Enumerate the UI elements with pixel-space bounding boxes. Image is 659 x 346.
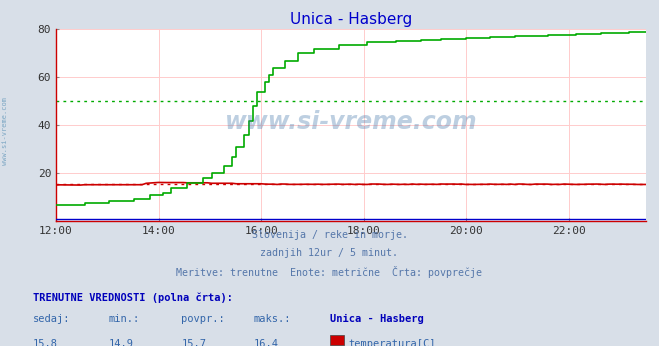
Text: Slovenija / reke in morje.: Slovenija / reke in morje. — [252, 230, 407, 240]
Text: 14,9: 14,9 — [109, 339, 134, 346]
Text: povpr.:: povpr.: — [181, 314, 225, 324]
Text: www.si-vreme.com: www.si-vreme.com — [225, 110, 477, 134]
Text: min.:: min.: — [109, 314, 140, 324]
Text: 15,7: 15,7 — [181, 339, 206, 346]
Text: TRENUTNE VREDNOSTI (polna črta):: TRENUTNE VREDNOSTI (polna črta): — [33, 292, 233, 303]
Text: zadnjih 12ur / 5 minut.: zadnjih 12ur / 5 minut. — [260, 248, 399, 258]
Title: Unica - Hasberg: Unica - Hasberg — [290, 12, 412, 27]
Text: maks.:: maks.: — [254, 314, 291, 324]
Text: temperatura[C]: temperatura[C] — [348, 339, 436, 346]
Text: Meritve: trenutne  Enote: metrične  Črta: povprečje: Meritve: trenutne Enote: metrične Črta: … — [177, 266, 482, 278]
Text: 16,4: 16,4 — [254, 339, 279, 346]
Text: sedaj:: sedaj: — [33, 314, 71, 324]
Text: 15,8: 15,8 — [33, 339, 58, 346]
Text: Unica - Hasberg: Unica - Hasberg — [330, 314, 423, 324]
Text: www.si-vreme.com: www.si-vreme.com — [2, 98, 9, 165]
